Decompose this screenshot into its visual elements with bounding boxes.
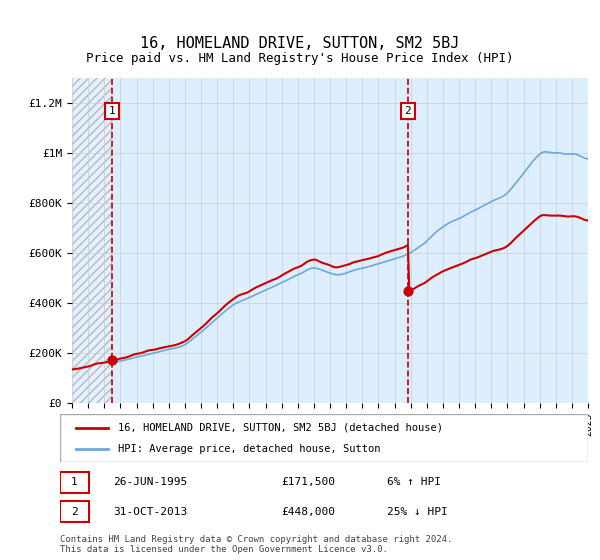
- Text: HPI: Average price, detached house, Sutton: HPI: Average price, detached house, Sutt…: [118, 444, 380, 454]
- Point: [403, 287, 413, 296]
- FancyBboxPatch shape: [60, 501, 89, 522]
- FancyBboxPatch shape: [60, 414, 588, 462]
- Text: 16, HOMELAND DRIVE, SUTTON, SM2 5BJ: 16, HOMELAND DRIVE, SUTTON, SM2 5BJ: [140, 36, 460, 52]
- FancyBboxPatch shape: [60, 472, 89, 493]
- Text: 26-JUN-1995: 26-JUN-1995: [113, 477, 187, 487]
- Text: 1: 1: [109, 106, 115, 116]
- Text: 31-OCT-2013: 31-OCT-2013: [113, 507, 187, 517]
- Bar: [72, 78, 112, 403]
- Text: 6% ↑ HPI: 6% ↑ HPI: [388, 477, 442, 487]
- Text: £448,000: £448,000: [282, 507, 336, 517]
- Text: £171,500: £171,500: [282, 477, 336, 487]
- Text: 25% ↓ HPI: 25% ↓ HPI: [388, 507, 448, 517]
- Point: [107, 356, 117, 365]
- Text: 16, HOMELAND DRIVE, SUTTON, SM2 5BJ (detached house): 16, HOMELAND DRIVE, SUTTON, SM2 5BJ (det…: [118, 423, 443, 433]
- Text: 1: 1: [71, 477, 77, 487]
- Text: Contains HM Land Registry data © Crown copyright and database right 2024.
This d: Contains HM Land Registry data © Crown c…: [60, 535, 452, 554]
- Bar: [72, 78, 112, 403]
- Text: 2: 2: [404, 106, 411, 116]
- Bar: [72, 78, 112, 403]
- Text: 2: 2: [71, 507, 77, 517]
- Text: Price paid vs. HM Land Registry's House Price Index (HPI): Price paid vs. HM Land Registry's House …: [86, 52, 514, 64]
